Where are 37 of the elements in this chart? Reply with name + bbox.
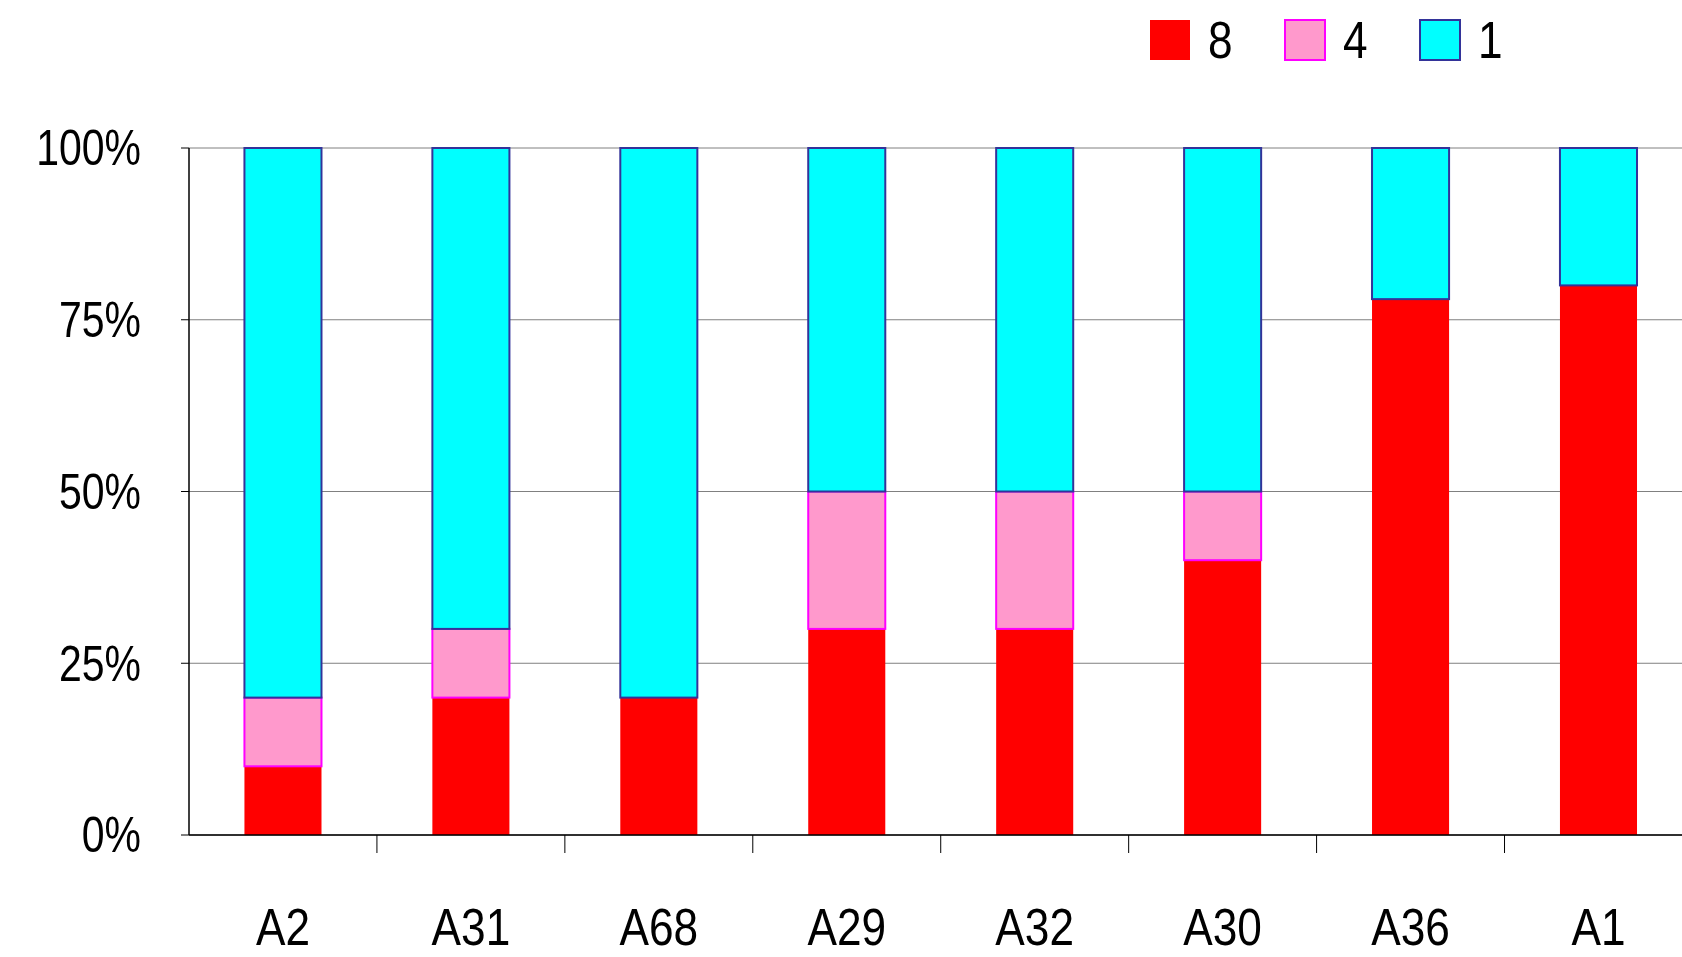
- bar: [620, 697, 698, 835]
- bar: [1183, 490, 1263, 562]
- bar: [431, 627, 511, 699]
- y-tick-label: 75%: [58, 292, 141, 349]
- bar: [1558, 147, 1639, 287]
- bar: [244, 766, 322, 835]
- x-tick-label: A68: [619, 897, 699, 956]
- bar: [432, 697, 510, 835]
- bar: [1183, 147, 1263, 493]
- bar: [808, 628, 886, 835]
- bar: [995, 490, 1075, 630]
- bar: [431, 147, 511, 630]
- bar: [1559, 285, 1638, 835]
- y-tick-label: 100%: [36, 120, 141, 177]
- bar: [995, 147, 1075, 493]
- bar: [619, 147, 699, 699]
- x-tick-label: A29: [807, 897, 887, 956]
- y-tick-label: 25%: [58, 635, 141, 692]
- x-tick-label: A1: [1571, 897, 1626, 956]
- y-tick-label: 0%: [81, 807, 141, 864]
- bar: [1184, 560, 1262, 835]
- x-tick-label: A31: [431, 897, 511, 956]
- bar: [807, 147, 887, 493]
- bar: [243, 147, 323, 699]
- legend-label: 1: [1478, 10, 1503, 69]
- x-tick-label: A30: [1183, 897, 1262, 956]
- bar: [243, 696, 323, 768]
- legend-label: 8: [1208, 10, 1233, 69]
- x-tick-label: A36: [1371, 897, 1450, 956]
- x-tick-label: A32: [995, 897, 1075, 956]
- bar: [807, 490, 887, 630]
- bar: [1372, 299, 1450, 835]
- x-tick-label: A2: [255, 897, 310, 956]
- legend-label: 4: [1343, 10, 1368, 69]
- y-tick-label: 50%: [58, 464, 141, 520]
- bar: [996, 628, 1074, 835]
- bar: [1371, 147, 1451, 301]
